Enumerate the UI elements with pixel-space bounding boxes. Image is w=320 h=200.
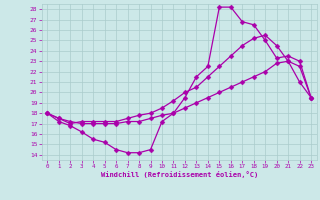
X-axis label: Windchill (Refroidissement éolien,°C): Windchill (Refroidissement éolien,°C) [100, 171, 258, 178]
